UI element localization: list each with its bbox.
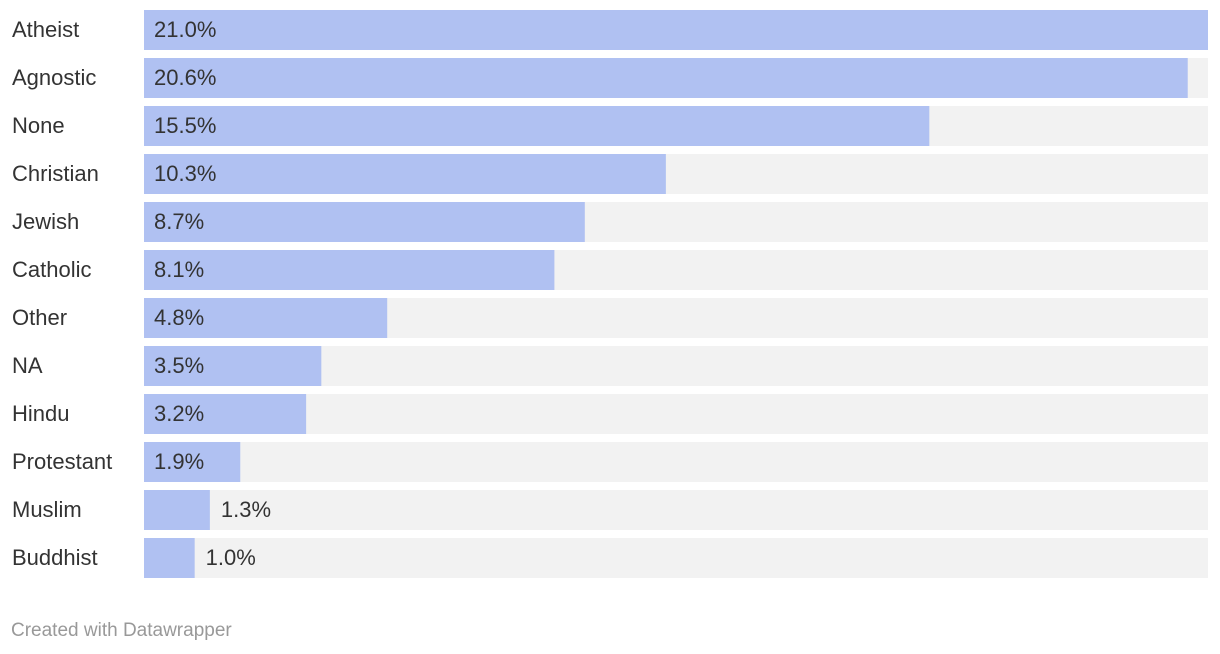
- value-label: 10.3%: [154, 161, 216, 186]
- bar: [144, 58, 1188, 98]
- category-label: Other: [12, 305, 67, 330]
- category-label: Agnostic: [12, 65, 96, 90]
- bar: [144, 490, 210, 530]
- bar-track: [144, 538, 1208, 578]
- value-label: 4.8%: [154, 305, 204, 330]
- category-label: Muslim: [12, 497, 82, 522]
- bar-track: [144, 490, 1208, 530]
- category-label: Atheist: [12, 17, 79, 42]
- bar: [144, 538, 195, 578]
- bar: [144, 394, 307, 434]
- category-label: Protestant: [12, 449, 112, 474]
- value-label: 1.0%: [206, 545, 256, 570]
- bar: [144, 106, 930, 146]
- value-label: 1.3%: [221, 497, 271, 522]
- value-label: 8.7%: [154, 209, 204, 234]
- category-label: Jewish: [12, 209, 79, 234]
- bar-track: [144, 394, 1208, 434]
- value-label: 21.0%: [154, 17, 216, 42]
- bar: [144, 346, 322, 386]
- category-label: Buddhist: [12, 545, 98, 570]
- value-label: 8.1%: [154, 257, 204, 282]
- value-label: 15.5%: [154, 113, 216, 138]
- bar-track: [144, 346, 1208, 386]
- bar: [144, 154, 666, 194]
- category-label: None: [12, 113, 65, 138]
- category-label: Hindu: [12, 401, 69, 426]
- bar-track: [144, 442, 1208, 482]
- bar: [144, 10, 1208, 50]
- bar: [144, 298, 388, 338]
- bar: [144, 250, 555, 290]
- bar: [144, 202, 585, 242]
- category-label: NA: [12, 353, 43, 378]
- value-label: 3.5%: [154, 353, 204, 378]
- category-label: Christian: [12, 161, 99, 186]
- footer: Created with Datawrapper: [11, 620, 232, 641]
- value-label: 3.2%: [154, 401, 204, 426]
- bar: [144, 442, 241, 482]
- value-label: 1.9%: [154, 449, 204, 474]
- category-label: Catholic: [12, 257, 91, 282]
- value-label: 20.6%: [154, 65, 216, 90]
